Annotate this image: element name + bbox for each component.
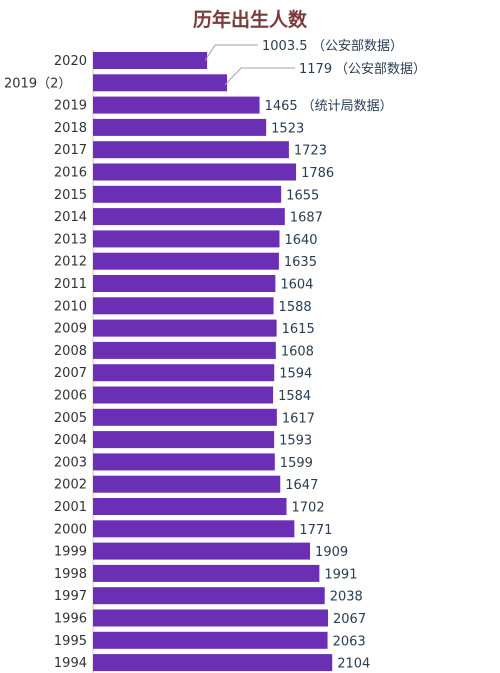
value-label: 1991 xyxy=(324,567,357,582)
category-label: 2008 xyxy=(54,344,87,359)
bar xyxy=(93,208,285,226)
bar xyxy=(93,431,275,449)
category-label: 1996 xyxy=(54,612,87,627)
bar xyxy=(93,341,276,359)
category-label: 2005 xyxy=(54,411,87,426)
bar xyxy=(93,654,333,672)
category-label: 1994 xyxy=(54,656,87,671)
category-label: 2001 xyxy=(54,500,87,515)
bar xyxy=(93,564,320,582)
source-note: （公安部数据） xyxy=(335,62,426,77)
value-label: 2067 xyxy=(333,612,366,627)
bar xyxy=(93,408,277,426)
category-label: 1995 xyxy=(54,634,87,649)
leader-line xyxy=(224,67,295,86)
category-label: 1999 xyxy=(54,545,87,560)
bar xyxy=(93,587,325,605)
category-label: 1997 xyxy=(54,589,87,604)
value-label: 1179 xyxy=(299,62,332,77)
chart-title: 历年出生人数 xyxy=(193,8,308,31)
bar xyxy=(93,275,276,292)
bar xyxy=(93,252,279,270)
category-label: 2017 xyxy=(54,143,87,158)
bar xyxy=(93,230,280,248)
bar xyxy=(93,453,275,471)
category-label: 2020 xyxy=(54,54,87,69)
category-label: 2016 xyxy=(54,166,87,181)
category-label: 2019 xyxy=(54,99,87,114)
category-label: 2006 xyxy=(54,389,87,404)
category-label: 2009 xyxy=(54,322,87,337)
bar xyxy=(93,631,328,649)
bar xyxy=(93,475,281,493)
bar xyxy=(93,364,275,382)
source-note: （统计局数据） xyxy=(302,99,393,114)
value-label: 1647 xyxy=(285,478,318,493)
value-label: 2038 xyxy=(330,590,363,605)
value-label: 1608 xyxy=(281,344,314,359)
value-label: 1771 xyxy=(299,523,332,538)
bar xyxy=(93,118,267,136)
bar xyxy=(93,520,295,538)
value-label: 1604 xyxy=(280,278,313,293)
category-label: 2014 xyxy=(54,210,87,225)
source-note: （公安部数据） xyxy=(312,39,403,54)
bar xyxy=(93,386,274,404)
category-label: 2019（2） xyxy=(4,76,71,91)
category-label: 2018 xyxy=(54,121,87,136)
value-label: 1593 xyxy=(279,434,312,449)
category-label: 2011 xyxy=(54,277,87,292)
category-label: 1998 xyxy=(54,567,87,582)
value-label: 1465 xyxy=(265,99,298,114)
bar xyxy=(93,319,277,337)
leader-line xyxy=(204,44,258,61)
value-label: 1786 xyxy=(301,166,334,181)
bar xyxy=(93,498,287,515)
bar xyxy=(93,141,289,159)
category-label: 2000 xyxy=(54,522,87,537)
category-label: 2002 xyxy=(54,478,87,493)
value-label: 1617 xyxy=(282,411,315,426)
value-label: 1640 xyxy=(284,233,317,248)
category-label: 2003 xyxy=(54,455,87,470)
value-label: 1003.5 xyxy=(262,39,308,54)
bar xyxy=(93,163,297,181)
value-label: 2104 xyxy=(337,657,370,672)
bar xyxy=(93,96,260,114)
value-label: 1594 xyxy=(279,367,312,382)
value-label: 1909 xyxy=(315,545,348,560)
bar xyxy=(93,52,208,69)
value-label: 1615 xyxy=(282,322,315,337)
category-label: 2007 xyxy=(54,366,87,381)
bar xyxy=(93,609,329,627)
bar xyxy=(93,74,228,92)
bar xyxy=(93,185,282,203)
value-label: 1702 xyxy=(292,501,325,516)
bar xyxy=(93,542,311,560)
category-label: 2010 xyxy=(54,299,87,314)
value-label: 1523 xyxy=(271,121,304,136)
value-label: 1584 xyxy=(278,389,311,404)
value-label: 1723 xyxy=(294,144,327,159)
value-label: 1635 xyxy=(284,255,317,270)
value-label: 1655 xyxy=(286,188,319,203)
bar xyxy=(93,297,274,315)
value-label: 1599 xyxy=(280,456,313,471)
value-label: 1588 xyxy=(279,300,312,315)
category-label: 2012 xyxy=(54,255,87,270)
value-label: 2063 xyxy=(333,634,366,649)
category-label: 2004 xyxy=(54,433,87,448)
category-label: 2015 xyxy=(54,188,87,203)
value-label: 1687 xyxy=(290,211,323,226)
category-label: 2013 xyxy=(54,232,87,247)
